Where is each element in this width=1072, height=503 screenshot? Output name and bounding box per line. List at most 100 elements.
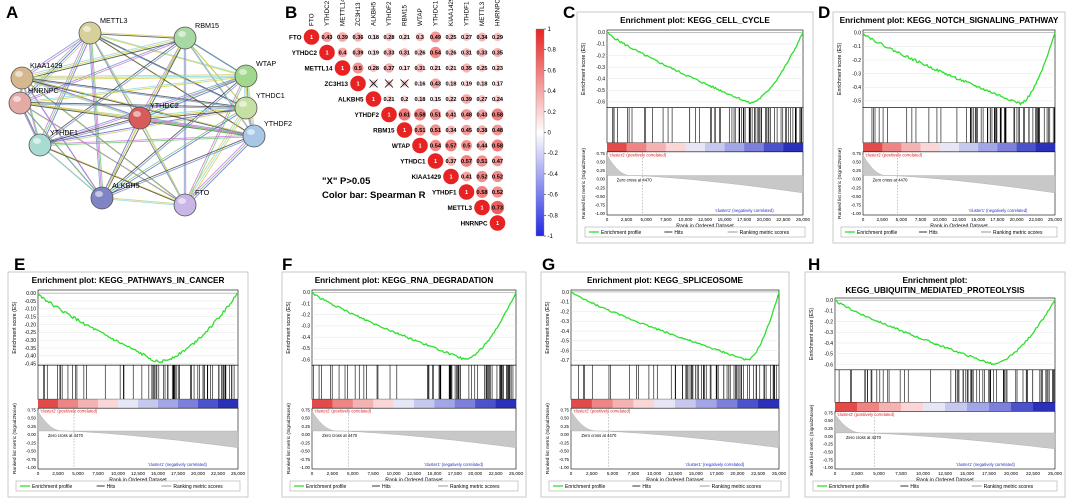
corr-cell [365,91,382,107]
gsea-legend-item: Enrichment profile [601,230,642,236]
network-node-mettl3 [78,21,102,45]
corr-cell-value: 0.21 [399,35,410,41]
gsea-metric-label: Ranked list metric (Signal2Noise) [12,403,18,474]
gsea-neg-label: 'cluster1' (negatively correlated) [956,462,1015,467]
gsea-pos-label: 'cluster2' (positively correlated) [573,409,631,414]
gsea-metric-ytick: 0.25 [824,426,833,431]
gsea-legend-item: Hits [929,230,938,236]
corr-cell [427,153,444,169]
gsea-metric-ytick: -0.25 [851,185,862,190]
gsea-legend [289,480,519,492]
network-node-highlight [13,96,21,102]
gsea-rank-band [571,399,593,409]
corr-cell [321,31,333,43]
corr-row-label: ZC3H13 [325,81,349,88]
network-edge [140,118,187,206]
gsea-xtick: 17,500 [982,471,996,476]
gsea-legend-item: Enrichment profile [32,484,73,490]
gsea-ylabel: Enrichment score (ES) [837,42,843,94]
gsea-ytick: -0.3 [824,330,833,336]
gsea-metric-ytick: 0.50 [560,416,569,421]
network-edge [19,36,185,103]
gsea-metric-ytick: -0.25 [300,440,311,445]
gsea-es-curve [37,292,239,364]
network-edge [20,38,186,105]
network-edge [138,117,185,205]
gsea-rank-band [332,399,354,409]
network-node-highlight [33,138,41,144]
gsea-metric-ytick: -0.75 [300,457,311,462]
corr-cell-value: 0.44 [477,144,489,150]
panel-label-d: D [818,3,830,22]
gsea-ylabel: Enrichment score (ES) [286,301,292,353]
corr-cell [478,80,486,87]
gsea-metric-ytick: -0.25 [26,440,37,445]
corr-cell-value: 1 [387,113,390,119]
gsea-xtick: 0 [37,471,40,476]
gsea-rank-band [758,399,780,409]
gsea-metric-ytick: -1.00 [26,465,37,470]
gsea-rank-band [863,142,883,152]
gsea-rank-band [475,399,496,409]
gsea-metric-ytick: 0.00 [852,177,861,182]
gsea-xtick: 20,000 [468,471,482,476]
gsea-legend-item: Enrichment profile [565,484,606,490]
corr-cell-value: 0.5 [463,144,471,150]
gsea-xtick: 0 [311,471,314,476]
gsea-metric-ytick: 0.50 [27,416,36,421]
gsea-xtick: 2,500 [851,471,863,476]
network-node-highlight [95,191,103,197]
gsea-ytick: -0.1 [560,300,569,306]
corr-cell-value: 0.73 [492,206,503,212]
gsea-metric-label: Ranked list metric (Signal2Noise) [545,403,551,474]
gsea-ytick: -0.5 [560,339,569,345]
gsea-rank-band [665,142,686,152]
gsea-metric-ytick: 0.75 [852,151,861,156]
gsea-xtick: 7,500 [628,471,640,476]
gsea-ytick: -0.5 [301,346,310,352]
gsea-ytick: -0.6 [824,362,833,368]
gsea-legend-item: Hits [107,484,116,490]
corr-cell [429,108,442,121]
gsea-ytick: -0.5 [852,99,861,105]
corr-cell [400,48,409,57]
gsea-legend-item: Enrichment profile [829,484,870,490]
gsea-metric-area [570,410,780,448]
corr-cell-value: 0.41 [461,175,472,181]
corr-cell [429,124,442,136]
gsea-metric-ytick: 0.00 [301,432,310,437]
gsea-zero-label: Zero cross at 4470 [48,433,84,438]
corr-cell [463,80,470,87]
gsea-xtick: 25,000 [796,217,810,222]
panel-label-g: G [542,255,555,274]
gsea-rank-band [414,399,435,409]
network-node-label: RBM15 [195,21,219,30]
corr-cell [476,140,488,151]
corr-cell-value: 0.5 [354,66,362,72]
gsea-metric-ytick: 0.50 [824,418,833,423]
gsea-ylabel: Enrichment score (ES) [809,308,815,360]
network-edge [21,31,90,78]
corr-cell [398,108,411,121]
gsea-zero-label: Zero cross at 4470 [846,435,882,440]
corr-cell-value: 0.58 [477,190,488,196]
gsea-legend-item: Ranking metric scores [993,230,1043,236]
gsea-rank-band [783,142,804,152]
gsea-xlabel: Rank in Ordered Dataset [930,224,988,230]
gsea-es-frame [37,289,239,366]
corr-cell-value: 1 [325,51,328,57]
gsea-xtick: 15,000 [971,217,985,222]
gsea-ytick: -0.15 [25,314,37,320]
corr-cell-value: 0.37 [446,159,457,165]
gsea-hits-frame [834,369,1056,403]
corr-cell [443,168,459,185]
gsea-panel-g: Enrichment plot: KEGG_SPLICEOSOME 0.0 -0.1… [540,271,790,498]
gsea-xtick: 20,000 [757,217,771,222]
gsea-rank-band [495,399,517,409]
gsea-xtick: 20,000 [730,471,744,476]
corr-row-label: HNRNPC [461,221,488,228]
corr-cell [384,32,394,42]
corr-cell [303,29,320,45]
gsea-xtick: 5,000 [607,471,619,476]
gsea-rank-band [675,399,697,409]
